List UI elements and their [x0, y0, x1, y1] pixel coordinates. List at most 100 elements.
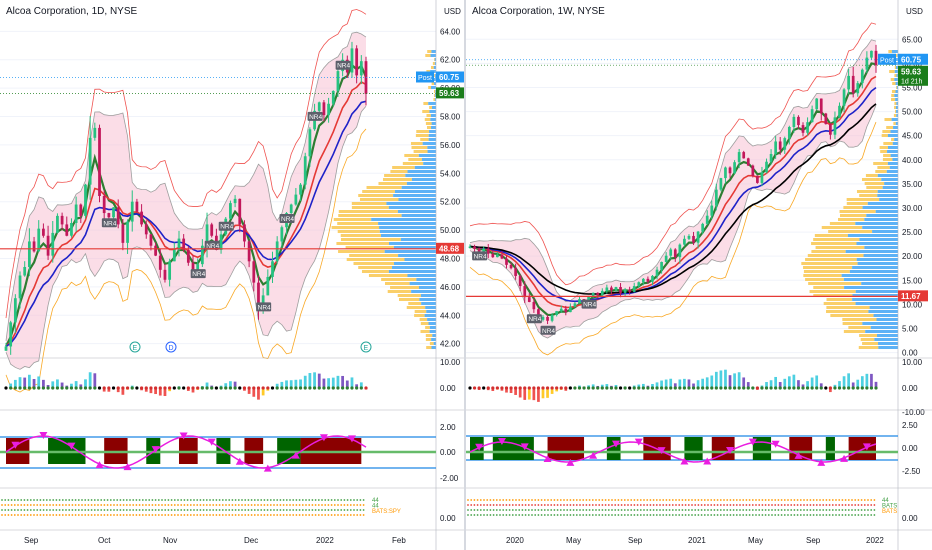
relative-strength-dot	[257, 514, 259, 516]
nr-badge	[335, 60, 351, 70]
relative-strength-dot	[212, 514, 215, 516]
squeeze-dot	[341, 386, 345, 390]
relative-strength-dot	[671, 504, 674, 506]
relative-strength-dot	[569, 514, 572, 516]
osc2-wave-line	[469, 441, 877, 463]
candle-body	[42, 228, 45, 236]
relative-strength-dot	[119, 514, 122, 516]
relative-strength-dot	[751, 504, 754, 506]
relative-strength-dot	[486, 499, 489, 501]
candle-body	[168, 261, 172, 280]
volume-profile-bar-buy	[429, 326, 436, 329]
relative-strength-dot	[623, 514, 626, 516]
relative-strength-dot	[755, 514, 757, 516]
squeeze-dot	[280, 386, 284, 390]
squeeze-dot	[149, 386, 153, 390]
bar-countdown: 1d 21h	[901, 78, 923, 85]
relative-strength-dot	[154, 509, 157, 511]
relative-strength-dot	[308, 499, 311, 501]
relative-strength-dot	[857, 514, 860, 516]
relative-strength-dot	[343, 504, 346, 506]
momentum-histogram-bar	[724, 369, 727, 388]
relative-strength-dot	[563, 499, 565, 501]
relative-strength-dot	[764, 504, 767, 506]
relative-strength-dot	[527, 499, 530, 501]
momentum-histogram-bar	[289, 380, 293, 388]
momentum-histogram-bar	[664, 379, 668, 388]
candle-body	[605, 287, 609, 291]
volume-profile-bar-sell	[805, 258, 857, 261]
relative-strength-dot	[138, 504, 141, 506]
relative-strength-dot	[132, 504, 135, 506]
relative-strength-dot	[87, 514, 90, 516]
relative-strength-dot	[540, 499, 543, 501]
squeeze-dot	[121, 386, 125, 390]
relative-strength-dot	[716, 509, 719, 511]
relative-strength-dot	[809, 499, 812, 501]
price-tick-label: 25.00	[902, 228, 923, 237]
volume-profile-bar-sell	[361, 270, 389, 273]
relative-strength-dot	[860, 514, 863, 516]
volume-profile-bar-buy	[887, 134, 898, 137]
relative-strength-dot	[157, 514, 160, 516]
volume-profile-bar-sell	[826, 306, 870, 309]
relative-strength-dot	[607, 499, 610, 501]
volume-profile-bar-buy	[877, 174, 898, 177]
relative-strength-dot	[739, 499, 741, 501]
volume-profile-bar-buy	[432, 78, 436, 81]
relative-strength-dot	[353, 514, 355, 516]
relative-strength-dot	[479, 504, 482, 506]
relative-strength-dot	[607, 509, 610, 511]
relative-strength-dot	[687, 504, 690, 506]
chart-canvas-weekly[interactable]: NR4NR4NR4NR465.0060.0055.0050.0045.0040.…	[466, 0, 932, 550]
relative-strength-dot	[295, 514, 298, 516]
squeeze-dot	[154, 386, 158, 390]
squeeze-dot	[289, 386, 293, 390]
relative-strength-dot	[723, 499, 725, 501]
osc2-tick-label: 0.00	[440, 448, 456, 457]
osc2-state-block	[848, 437, 876, 460]
relative-strength-dot	[359, 499, 362, 501]
squeeze-dot	[605, 386, 609, 390]
relative-strength-dot	[225, 509, 227, 511]
squeeze-dot	[842, 386, 846, 390]
relative-strength-dot	[1, 514, 3, 516]
relative-strength-dot	[289, 514, 291, 516]
chart-panel-daily[interactable]: Alcoa Corporation, 1D, NYSE NR4 NR4 NR4 NR4…	[0, 0, 464, 550]
panel-divider[interactable]	[464, 0, 466, 550]
relative-strength-dot	[314, 514, 317, 516]
relative-strength-dot	[515, 499, 517, 501]
relative-strength-dot	[183, 514, 186, 516]
momentum-histogram-bar	[819, 383, 823, 388]
volume-profile-bar-sell	[861, 178, 882, 181]
relative-strength-dot	[707, 514, 709, 516]
relative-strength-dot	[180, 509, 183, 511]
volume-profile-bar-buy	[400, 238, 436, 241]
volume-profile-bar-buy	[429, 130, 436, 133]
momentum-histogram-bar	[523, 388, 527, 400]
chart-canvas-daily[interactable]: NR4NR4NR4NR4NR4NR4NR4NR4EDE64.0062.0060.…	[0, 0, 464, 550]
relative-strength-dot	[790, 514, 793, 516]
osc2-signal-triangle	[703, 457, 712, 465]
relative-strength-dot	[540, 514, 543, 516]
candle-body	[271, 261, 274, 277]
candle-body	[112, 207, 115, 218]
relative-strength-dot	[563, 504, 565, 506]
relative-strength-dot	[614, 514, 617, 516]
relative-strength-dot	[799, 514, 802, 516]
squeeze-dot	[828, 386, 832, 390]
relative-strength-dot	[588, 499, 591, 501]
volume-profile-bar-buy	[434, 94, 436, 97]
chart-panel-weekly[interactable]: Alcoa Corporation, 1W, NYSE NR4 NR4 NR4 NR4…	[466, 0, 932, 550]
relative-strength-dot	[844, 509, 847, 511]
relative-strength-dot	[572, 499, 575, 501]
volume-profile-bar-buy	[411, 178, 436, 181]
volume-profile-bar-sell	[384, 174, 406, 177]
relative-strength-dot	[531, 509, 533, 511]
relative-strength-dot	[700, 514, 703, 516]
post-badge	[878, 53, 896, 65]
relative-strength-dot	[604, 504, 607, 506]
candle-body	[847, 75, 850, 90]
relative-strength-dot	[556, 499, 559, 501]
relative-strength-dot	[266, 509, 269, 511]
